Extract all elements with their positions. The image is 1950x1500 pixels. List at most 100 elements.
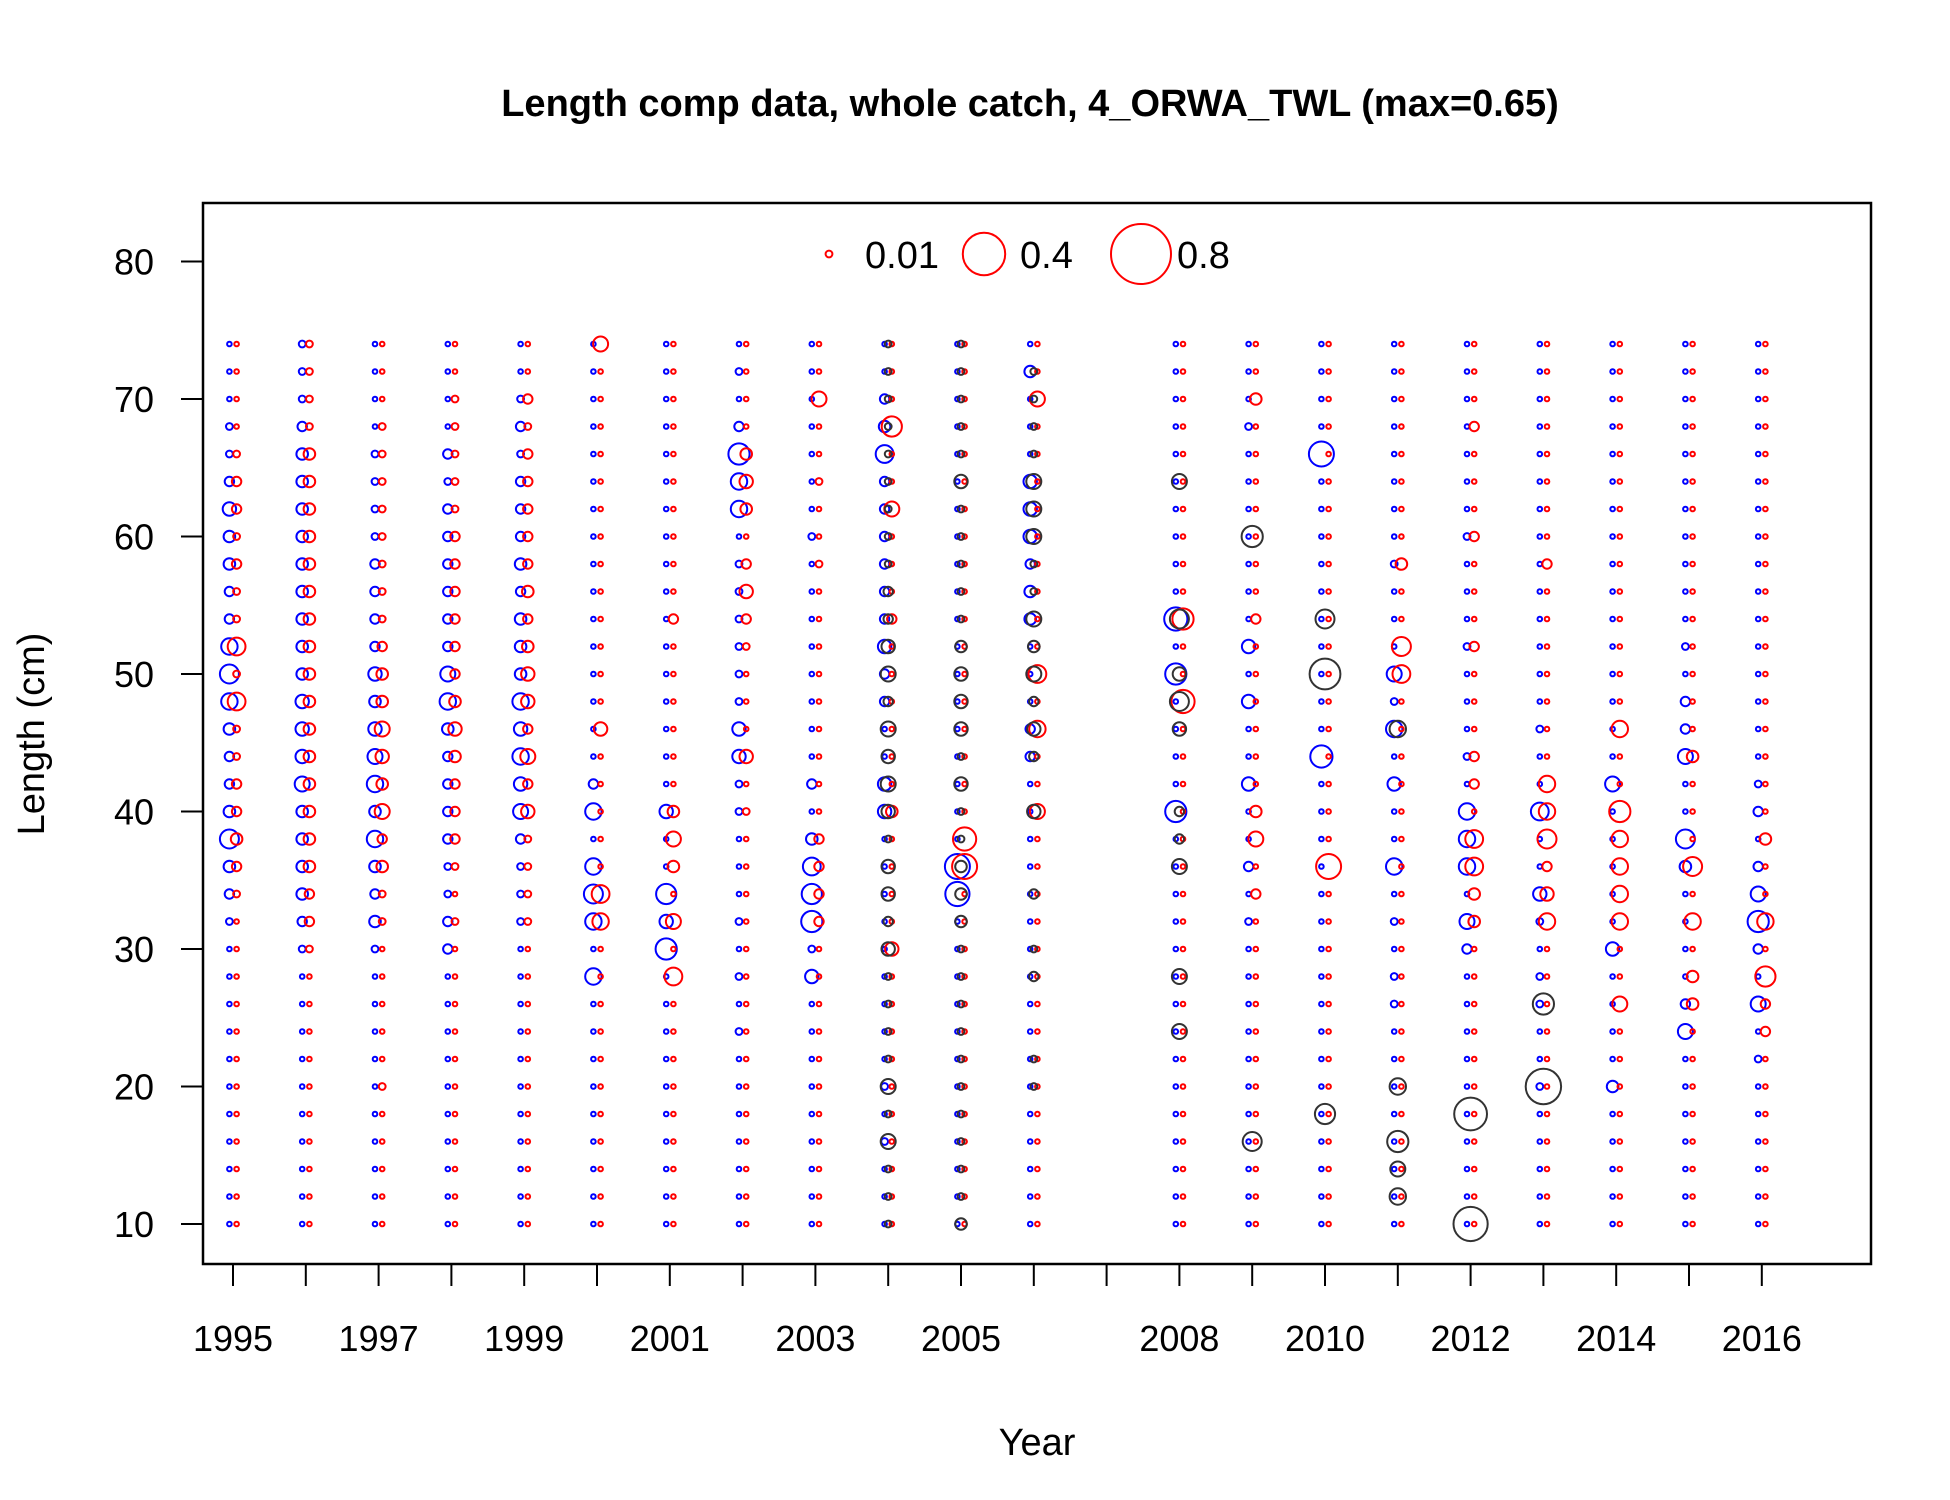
- bubble-female: [1026, 1110, 1034, 1118]
- bubble-male: [1468, 778, 1480, 790]
- bubble-female: [590, 395, 597, 403]
- bubble-male: [597, 1165, 604, 1173]
- bubble-unsexed: [1173, 833, 1186, 845]
- bubble-male: [1616, 753, 1624, 760]
- bubble-male: [1179, 1028, 1187, 1035]
- bubble-male: [1325, 1083, 1332, 1090]
- bubble-female: [365, 829, 385, 849]
- bubble-female: [1318, 1193, 1325, 1200]
- bubble-male: [663, 966, 684, 987]
- bubble-female: [1679, 998, 1692, 1010]
- bubble-male: [1252, 340, 1260, 348]
- bubble-male: [1543, 1055, 1551, 1063]
- bubble-female: [1172, 643, 1180, 650]
- bubble-female: [590, 588, 597, 595]
- bubble-unsexed: [1028, 888, 1040, 900]
- bubble-female: [298, 1000, 306, 1008]
- bubble-female: [1318, 368, 1325, 375]
- bubble-male: [1398, 533, 1405, 540]
- y-tick-label: 30: [114, 929, 154, 970]
- bubble-unsexed: [1171, 666, 1188, 682]
- bubble-male: [1034, 1000, 1041, 1008]
- bubble-male: [230, 558, 243, 570]
- bubble-male: [1543, 1220, 1551, 1228]
- bubble-male: [597, 1083, 604, 1090]
- bubble-male: [1179, 1110, 1187, 1118]
- bubble-female: [1609, 423, 1616, 430]
- bubble-male: [740, 558, 752, 570]
- bubble-female: [808, 643, 816, 650]
- bubble-female: [1536, 698, 1544, 705]
- bubble-male: [1470, 478, 1478, 485]
- bubble-male: [670, 670, 677, 678]
- bubble-female: [662, 1193, 670, 1200]
- bubble-female: [584, 857, 603, 876]
- bubble-female: [517, 1028, 524, 1035]
- bubble-female: [1245, 973, 1252, 980]
- bubble-male: [742, 725, 750, 733]
- bubble-female: [808, 368, 816, 375]
- bubble-unsexed: [953, 776, 969, 792]
- bubble-male: [1179, 1000, 1187, 1008]
- bubble-male: [1543, 1083, 1551, 1090]
- bubble-female: [517, 1193, 524, 1200]
- bubble-female: [734, 807, 744, 816]
- bubble-male: [597, 533, 604, 540]
- bubble-male: [888, 780, 896, 788]
- bubble-unsexed: [1028, 695, 1040, 708]
- bubble-female: [222, 557, 237, 571]
- bubble-female: [1318, 1000, 1325, 1008]
- bubble-unsexed: [956, 449, 966, 459]
- bubble-female: [808, 505, 816, 513]
- bubble-male: [742, 835, 750, 843]
- bubble-male: [449, 833, 461, 845]
- bubble-unsexed: [883, 559, 893, 569]
- bubble-male: [375, 777, 390, 791]
- bubble-female: [1754, 1110, 1762, 1118]
- bubble-female: [444, 1165, 452, 1173]
- bubble-female: [662, 1000, 670, 1008]
- bubble-male: [1762, 340, 1769, 348]
- bubble-male: [377, 587, 387, 596]
- bubble-male: [451, 340, 459, 348]
- bubble-female: [439, 665, 457, 683]
- bubble-male: [1252, 725, 1260, 733]
- bubble-male: [449, 530, 461, 543]
- bubble-female: [808, 725, 816, 733]
- bubble-female: [370, 477, 380, 486]
- bubble-male: [1325, 423, 1332, 430]
- bubble-female: [1026, 1193, 1034, 1200]
- bubble-male: [815, 423, 823, 430]
- bubble-male: [450, 449, 460, 459]
- bubble-male: [1034, 918, 1041, 925]
- bubble-female: [1676, 748, 1694, 765]
- bubble-female: [1609, 588, 1616, 595]
- bubble-female: [1609, 808, 1616, 815]
- bubble-male: [1543, 450, 1551, 458]
- bubble-male: [815, 780, 823, 788]
- bubble-female: [222, 804, 237, 819]
- bubble-female: [370, 944, 380, 954]
- bubble-unsexed: [883, 367, 893, 376]
- bubble-male: [742, 1083, 750, 1090]
- bubble-female: [734, 972, 744, 981]
- bubble-male: [519, 748, 537, 765]
- bubble-male: [233, 1028, 240, 1035]
- bubble-female: [735, 1083, 743, 1090]
- bubble-unsexed: [954, 914, 968, 929]
- bubble-female: [590, 505, 597, 513]
- bubble-male: [1034, 835, 1041, 843]
- bubble-male: [597, 753, 604, 760]
- bubble-male: [1543, 505, 1551, 513]
- bubble-female: [731, 721, 747, 737]
- bubble-male: [1689, 395, 1696, 403]
- bubble-male: [742, 395, 750, 403]
- bubble-male: [1325, 340, 1332, 348]
- bubble-male: [597, 1028, 604, 1035]
- bubble-female: [1609, 698, 1616, 705]
- bubble-male: [1252, 753, 1260, 760]
- bubble-male: [815, 533, 823, 540]
- bubble-female: [808, 808, 816, 815]
- bubble-female: [734, 642, 744, 651]
- bubble-female: [1609, 753, 1616, 760]
